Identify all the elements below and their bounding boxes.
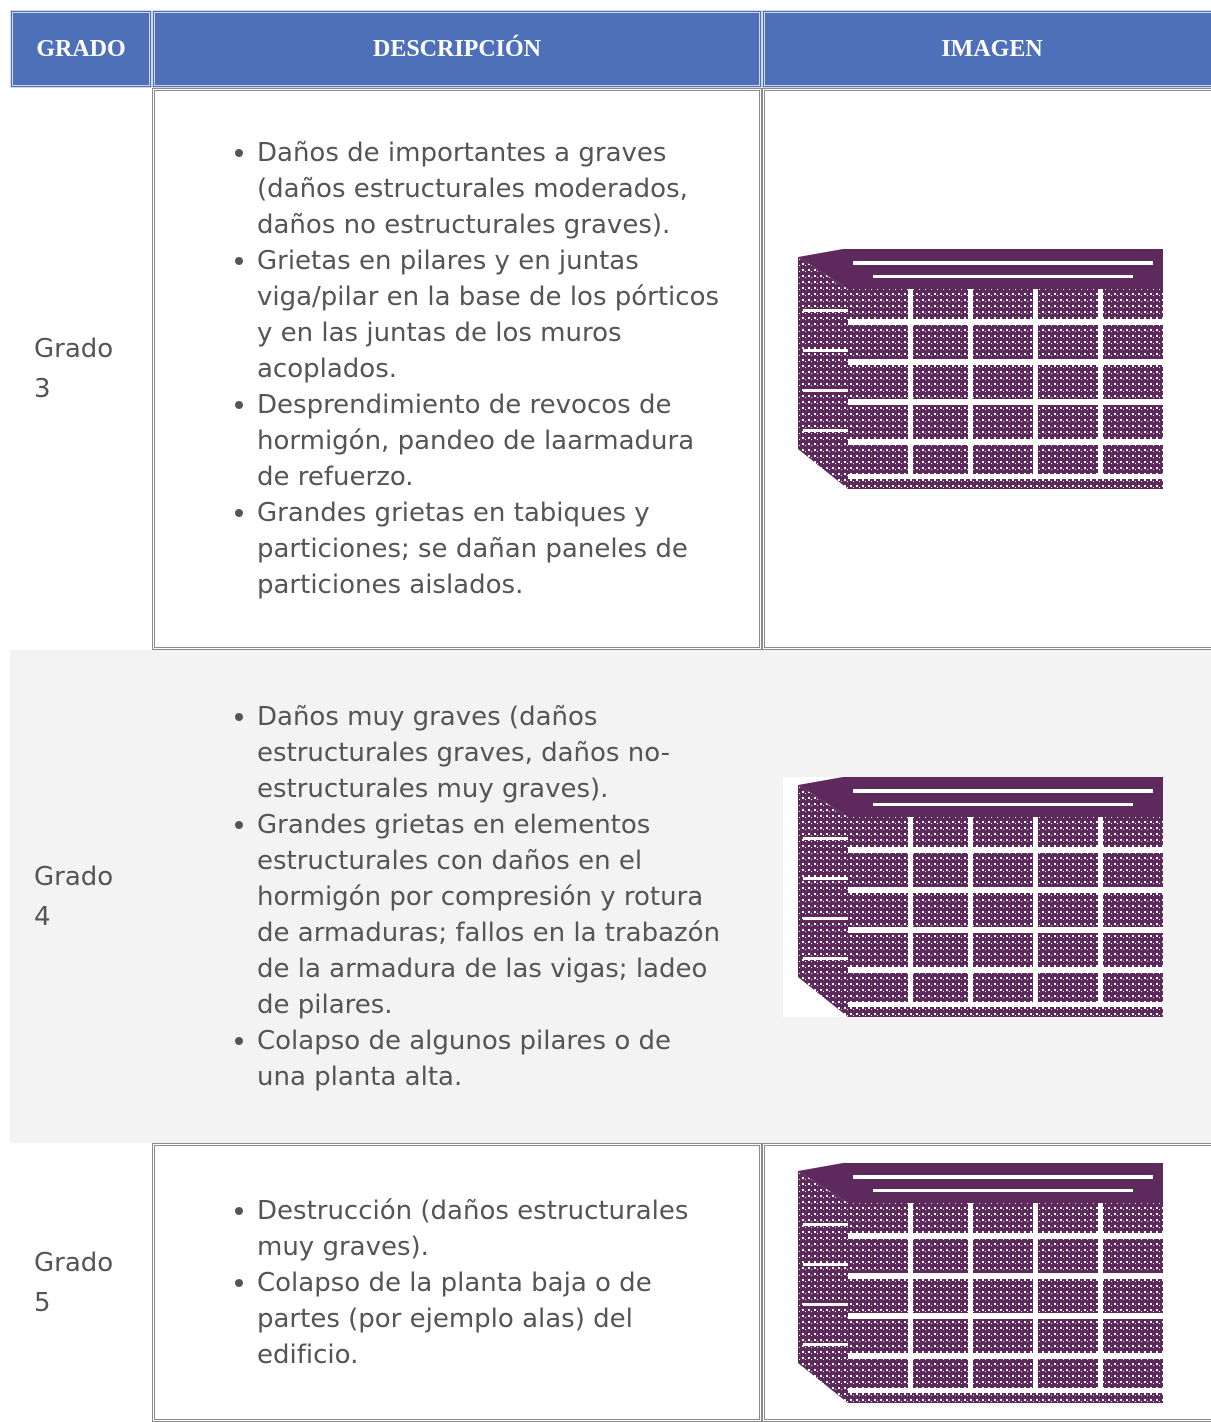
image-cell [762, 1143, 1211, 1422]
description-cell: Destrucción (daños estructurales muy gra… [152, 1143, 762, 1422]
bullet-list: Destrucción (daños estructurales muy gra… [235, 1193, 727, 1373]
header-cell: GRADO [10, 10, 152, 88]
bullet-list: Daños muy graves (daños estructurales gr… [235, 699, 727, 1095]
bullet-item: Daños muy graves (daños estructurales gr… [235, 699, 727, 807]
bullet-item: Grietas en pilares y en juntas viga/pila… [235, 243, 727, 387]
image-cell [762, 88, 1211, 650]
grade-cell: Grado 3 [10, 88, 152, 650]
building-image [783, 1162, 1163, 1403]
grade-cell: Grado 5 [10, 1143, 152, 1422]
description-cell: Daños de importantes a graves (daños est… [152, 88, 762, 650]
grade-cell: Grado 4 [10, 650, 152, 1143]
building-image [783, 249, 1163, 489]
bullet-item: Colapso de la planta baja o de partes (p… [235, 1265, 727, 1373]
grade-label: Grado 3 [34, 334, 114, 404]
bullet-item: Grandes grietas en tabiques y particione… [235, 495, 727, 603]
grade-label: Grado 5 [34, 1247, 114, 1318]
bullet-item: Grandes grietas en elementos estructural… [235, 807, 727, 1023]
bullet-item: Desprendimiento de revocos de hormigón, … [235, 387, 727, 495]
grade-label: Grado 4 [34, 861, 114, 932]
building-image [783, 776, 1163, 1017]
header-cell: DESCRIPCIÓN [152, 10, 762, 88]
bullet-item: Destrucción (daños estructurales muy gra… [235, 1193, 727, 1265]
bullet-list: Daños de importantes a graves (daños est… [235, 135, 727, 603]
bullet-item: Daños de importantes a graves (daños est… [235, 135, 727, 243]
description-cell: Daños muy graves (daños estructurales gr… [152, 650, 762, 1143]
image-cell [762, 650, 1211, 1143]
bullet-item: Colapso de algunos pilares o de una plan… [235, 1023, 727, 1095]
header-cell: IMAGEN [762, 10, 1211, 88]
